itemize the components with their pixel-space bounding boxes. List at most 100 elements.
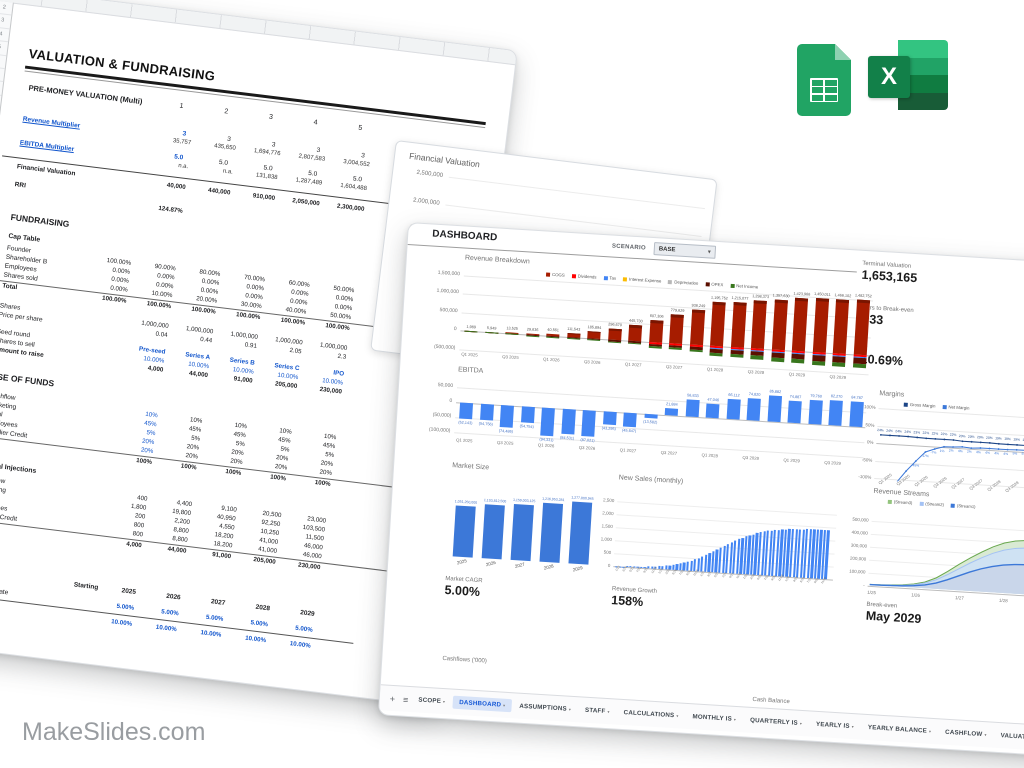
x-tick-label: Q3 2026 xyxy=(578,444,596,451)
legend-label: Interest Expense xyxy=(628,276,662,284)
bar xyxy=(568,501,593,565)
row-label: Total xyxy=(1,281,18,291)
point-label: -45% xyxy=(911,462,920,468)
sheet-tab-monthly-is[interactable]: MONTHLY IS ▾ xyxy=(686,710,742,726)
legend-item: Net Income xyxy=(730,283,758,289)
sheet-tab-quarterly-is[interactable]: QUARTERLY IS ▾ xyxy=(744,713,809,730)
point-label: 22% xyxy=(922,431,930,436)
margins-svg xyxy=(875,433,1024,492)
bar-segment-net-income xyxy=(709,352,723,356)
cell-value: 440,000 xyxy=(207,186,231,197)
axis-tick-label: (500,000) xyxy=(433,343,456,351)
legend-item: (Stream2) xyxy=(919,501,944,507)
axis-tick-label: 500,000 xyxy=(439,306,458,314)
legend-label: Net Margin xyxy=(948,404,970,411)
sheet-tab-yearly-balance[interactable]: YEARLY BALANCE ▾ xyxy=(862,721,938,739)
legend-swatch xyxy=(571,273,576,278)
bar-segment-cogs xyxy=(812,298,829,353)
axis-tick-label: 1,000,000 xyxy=(436,287,459,296)
tab-label: STAFF xyxy=(584,706,606,715)
excel-x-glyph: X xyxy=(868,56,910,98)
x-tick-label: Q1 2029 xyxy=(783,457,801,464)
axis-tick-label: 2,500 xyxy=(602,497,615,504)
col-header: 2027 xyxy=(210,598,226,607)
x-tick-label: 1/27 xyxy=(699,570,706,578)
bar xyxy=(685,399,700,418)
x-tick-label: Q1 2028 xyxy=(706,366,724,373)
all-sheets-menu-button[interactable]: ≡ xyxy=(402,694,409,705)
point-label: 24% xyxy=(877,427,884,433)
bar-segment-cogs xyxy=(791,298,809,352)
gridline xyxy=(616,514,837,529)
folded-corner xyxy=(835,44,851,60)
x-tick-label: Q3 2029 xyxy=(824,459,841,466)
bar-segment-net-income xyxy=(648,345,662,349)
bar-segment-net-income xyxy=(689,349,703,352)
legend-item: Gross Margin xyxy=(903,402,936,409)
bar-segment-net-income xyxy=(831,361,846,367)
legend-item: Depreciation xyxy=(668,279,699,286)
sheet-tab-yearly-is[interactable]: YEARLY IS ▾ xyxy=(810,717,861,733)
row-label: Employees xyxy=(0,501,8,513)
legend-item: Tax xyxy=(603,275,616,281)
axis-tick-label: (100,000) xyxy=(428,426,451,434)
bar-segment-net-income xyxy=(587,339,601,342)
sheet-tab-scope[interactable]: SCOPE ▾ xyxy=(412,693,452,708)
axis-tick-label: -50% xyxy=(861,456,873,463)
col-header: 2025 xyxy=(121,587,137,596)
point-label: 4% xyxy=(985,450,991,455)
chevron-down-icon: ▾ xyxy=(607,709,610,715)
x-tick-label: 9/29 xyxy=(812,577,820,585)
axis-tick-label: 0 xyxy=(453,325,457,333)
sheet-tab-cashflow[interactable]: CASHFLOW ▾ xyxy=(939,725,993,741)
revenue-multiplier-link[interactable]: Revenue Multiplier xyxy=(22,115,81,130)
sheet-tab-calculations[interactable]: CALCULATIONS ▾ xyxy=(617,706,685,723)
legend-label: Depreciation xyxy=(674,279,699,286)
point-label: 4% xyxy=(1003,451,1009,456)
bar-segment-net-income xyxy=(811,360,825,366)
bar xyxy=(581,410,596,437)
cell-value: 5.00% xyxy=(294,624,314,634)
col-header: 5 xyxy=(357,124,363,133)
sheet-tab-staff[interactable]: STAFF ▾ xyxy=(579,703,616,718)
row-label: Cashflow xyxy=(0,474,6,486)
x-tick-label: Q3 2027 xyxy=(660,449,678,456)
cell-value: 100.00% xyxy=(146,299,172,310)
point-label: 20% xyxy=(967,434,975,439)
x-tick-label: 1/29 xyxy=(784,575,791,583)
ebitda-multiplier-link[interactable]: EBITDA Multiplier xyxy=(19,139,75,154)
axis-tick-label: 400,000 xyxy=(851,529,869,536)
bar xyxy=(510,503,534,562)
axis-tick-label: 300,000 xyxy=(850,542,868,549)
bar-segment-net-income xyxy=(627,342,642,345)
x-tick-label: Q3 2025 xyxy=(502,354,519,361)
x-tick-label: Q1 2025 xyxy=(461,351,478,358)
cell-value: 2,300,000 xyxy=(336,202,365,213)
x-tick-label: Q3 2025 xyxy=(496,439,514,446)
point-label: 1% xyxy=(939,448,945,453)
cell-value: 100.00% xyxy=(101,294,127,305)
x-tick-label: 9/27 xyxy=(727,571,735,579)
add-sheet-button[interactable]: + xyxy=(389,693,396,704)
bar-segment-net-income xyxy=(546,336,560,338)
tab-label: VALUATION xyxy=(1000,732,1024,742)
x-tick-label: 2028 xyxy=(543,563,555,571)
sheet-tab-assumptions[interactable]: ASSUMPTIONS ▾ xyxy=(513,699,577,716)
sheet-tab-dashboard[interactable]: DASHBOARD ▾ xyxy=(452,695,512,713)
cap-table-heading: Cap Table xyxy=(7,232,41,244)
x-tick-label: 11/27 xyxy=(734,571,743,580)
point-label: 22% xyxy=(949,432,957,438)
x-tick-label: 11/25 xyxy=(649,565,658,575)
sheet-tab-valuation[interactable]: VALUATION▾ xyxy=(994,729,1024,745)
point-label: 4% xyxy=(976,449,982,454)
legend-swatch xyxy=(887,499,892,504)
bar xyxy=(664,408,679,416)
x-tick-label: Q1 2026 xyxy=(542,356,560,363)
x-tick-label: Q3 2029 xyxy=(829,374,847,381)
gridline xyxy=(456,387,867,414)
cell-value: 10.00% xyxy=(200,629,222,639)
cell-value: 10.00% xyxy=(289,640,312,650)
x-tick-label: 2025 xyxy=(456,558,468,566)
x-tick-label: 5/28 xyxy=(756,573,763,581)
